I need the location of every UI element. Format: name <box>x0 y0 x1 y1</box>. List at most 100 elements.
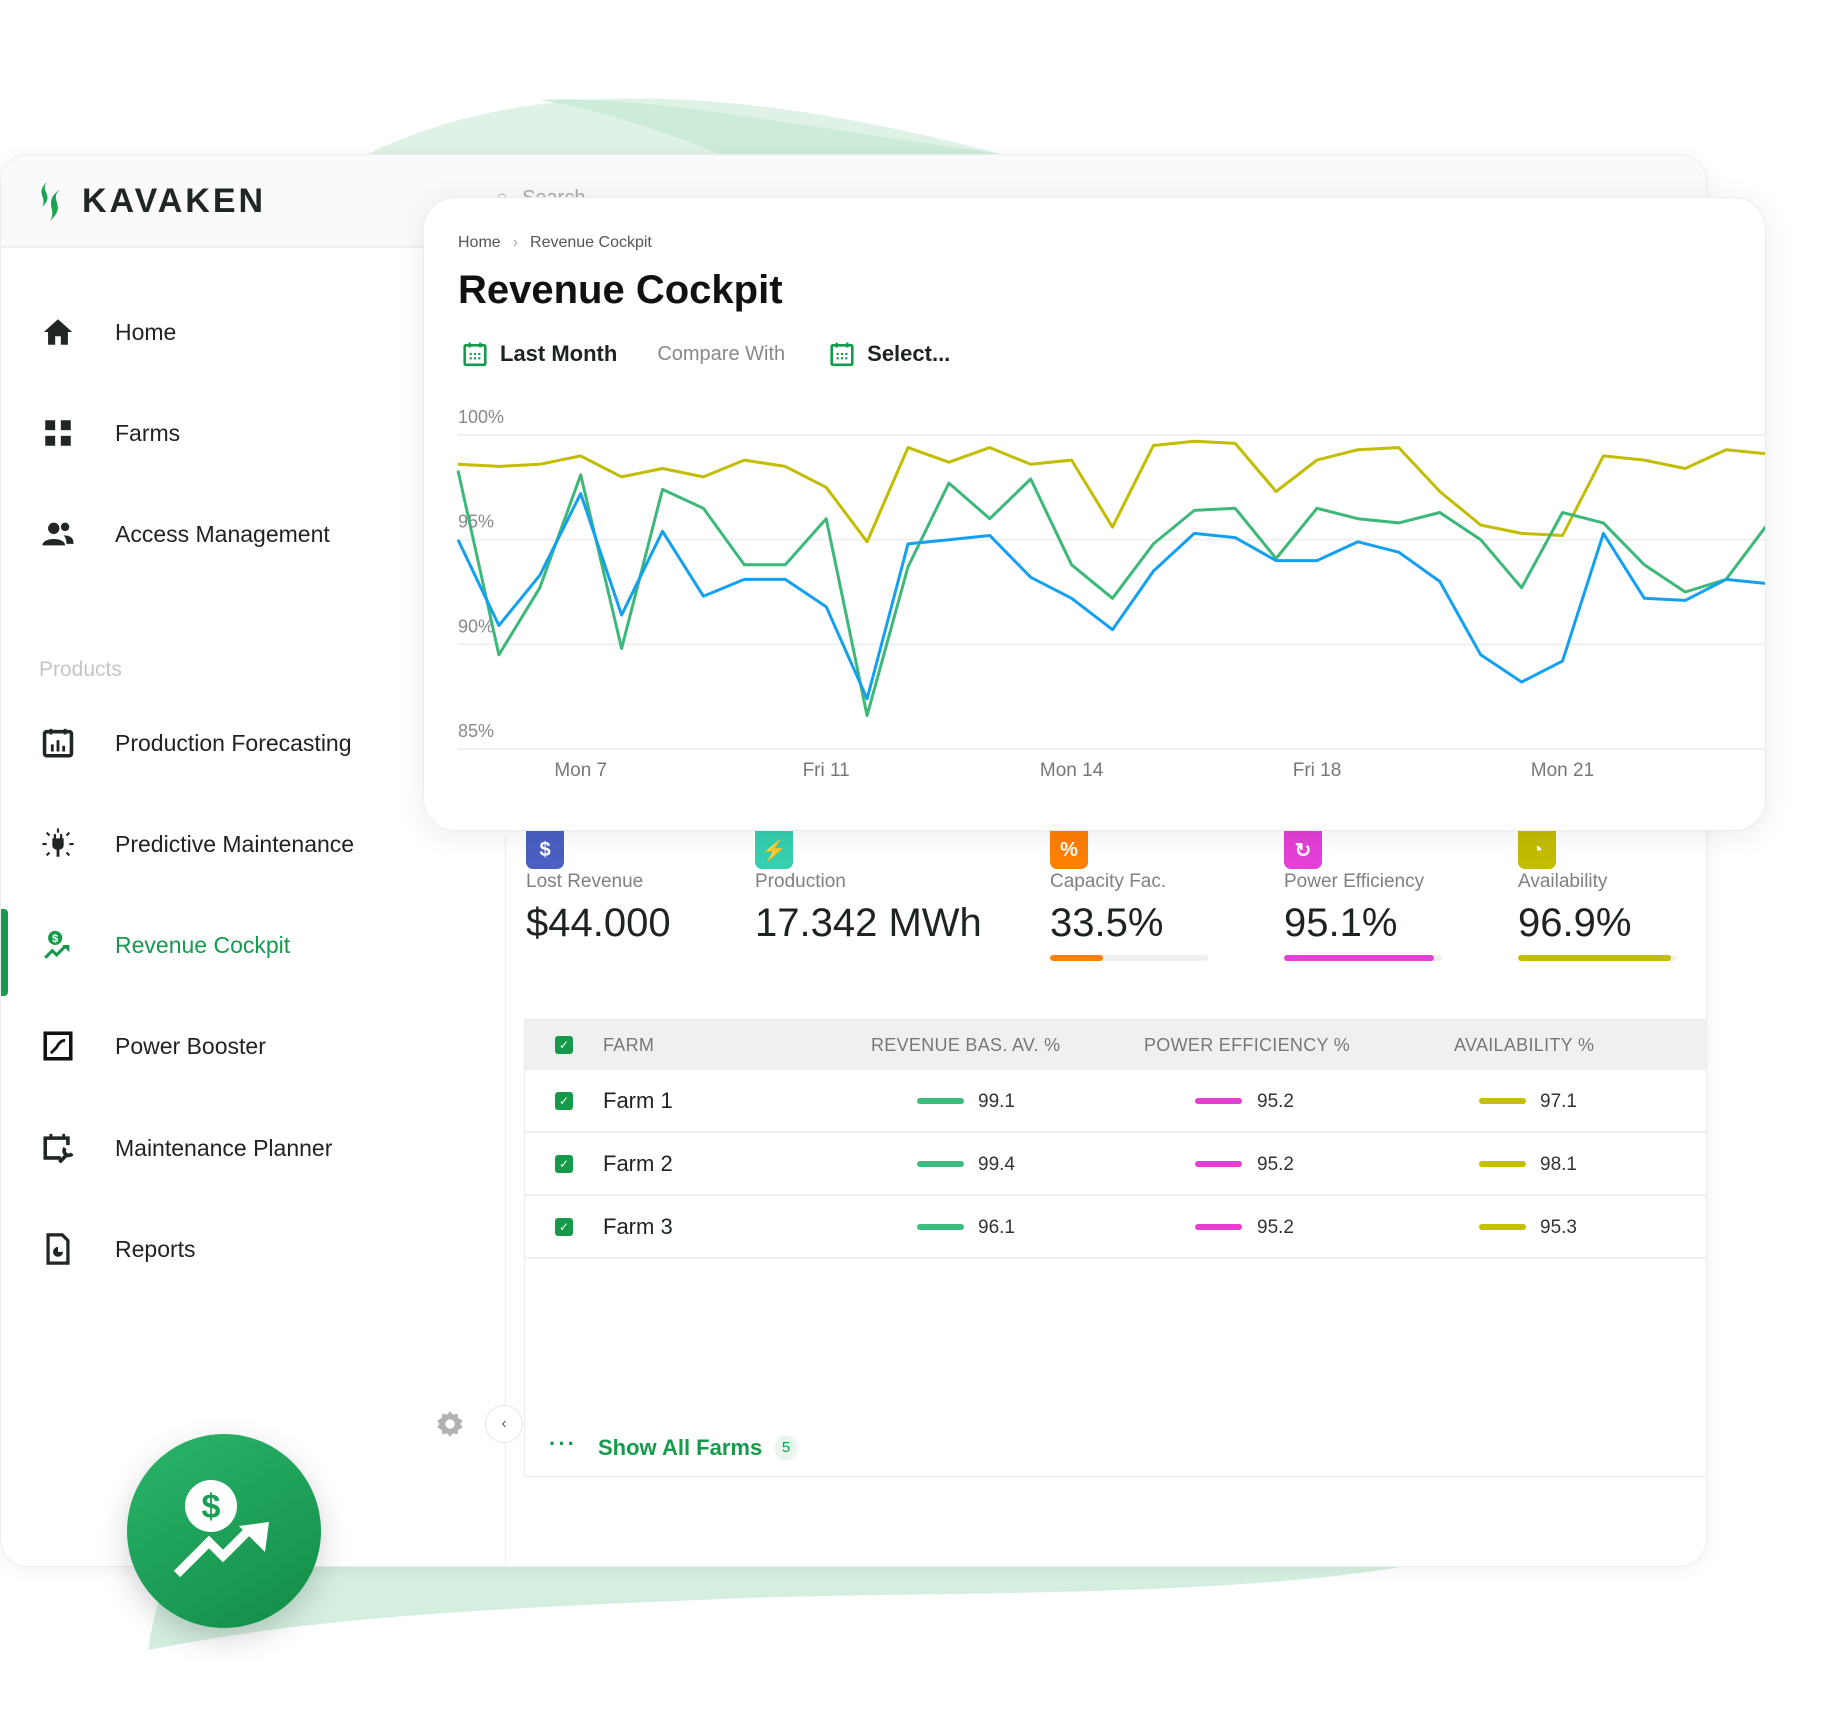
settings-gear-icon[interactable] <box>436 1410 464 1438</box>
y-tick-label: 85% <box>458 721 494 741</box>
kpi-label: Capacity Fac. <box>1050 871 1167 892</box>
dollar-icon: $ <box>526 831 564 869</box>
sidebar-item-access-management[interactable]: Access Management <box>1 504 501 564</box>
period-select[interactable]: Last Month <box>500 341 618 366</box>
sidebar-item-label: Predictive Maintenance <box>115 830 355 857</box>
row-checkbox[interactable]: ✓ <box>555 1092 573 1110</box>
select-all-checkbox[interactable]: ✓ <box>555 1036 573 1054</box>
x-tick-label: Mon 7 <box>554 760 607 781</box>
kpi-label: Availability <box>1518 871 1608 892</box>
percent-icon: % <box>1050 831 1088 869</box>
users-icon <box>42 522 74 546</box>
kpi-value: 96.9% <box>1518 901 1632 945</box>
sidebar-item-farms[interactable]: Farms <box>1 403 501 463</box>
series-line-2 <box>456 492 1765 701</box>
kpi-progress-fill <box>1284 955 1435 961</box>
column-header-availability[interactable]: AVAILABILITY % <box>1454 1035 1595 1055</box>
availability-value: 97.1 <box>1540 1091 1577 1112</box>
row-checkbox[interactable]: ✓ <box>555 1155 573 1173</box>
breadcrumb: Home › Revenue Cockpit <box>458 234 652 252</box>
sidebar-item-predictive-maintenance[interactable]: Predictive Maintenance <box>1 814 501 874</box>
revenue-icon: $ <box>44 930 70 959</box>
availability-value: 98.1 <box>1540 1154 1577 1175</box>
power-efficiency-bar <box>1195 1161 1242 1167</box>
grid-icon <box>45 420 71 446</box>
kpi-progress-bar <box>1518 955 1676 961</box>
column-header-power-efficiency[interactable]: POWER EFFICIENCY % <box>1144 1035 1351 1055</box>
sidebar-item-label: Home <box>115 318 177 345</box>
show-all-farms-button[interactable]: ··· Show All Farms 5 <box>525 1421 1706 1476</box>
column-header-revenue[interactable]: REVENUE BAS. AV. % <box>871 1035 1061 1055</box>
page-title: Revenue Cockpit <box>458 268 783 312</box>
calendar-icon <box>830 342 854 367</box>
revenue-growth-icon: $ <box>173 1480 269 1578</box>
date-filters: Last Month Compare With Select... <box>462 341 950 367</box>
active-indicator <box>1 909 8 996</box>
farms-table: ✓ FARM REVENUE BAS. AV. % POWER EFFICIEN… <box>524 1019 1706 1477</box>
table-header: ✓ FARM REVENUE BAS. AV. % POWER EFFICIEN… <box>525 1020 1706 1070</box>
home-icon <box>43 319 73 345</box>
calendar-icon <box>463 342 487 367</box>
sidebar-item-label: Production Forecasting <box>115 729 352 756</box>
sidebar-item-label: Revenue Cockpit <box>115 931 291 958</box>
compare-period-select[interactable]: Select... <box>867 341 951 366</box>
kpi-lost-revenue: $ Lost Revenue $44.000 <box>526 831 671 945</box>
series-line-1 <box>456 470 1765 717</box>
revenue-bar <box>917 1224 964 1230</box>
lightning-icon: ⚡ <box>755 831 793 869</box>
kpi-label: Production <box>755 871 846 892</box>
kpi-value: 33.5% <box>1050 901 1164 945</box>
kpi-value: $44.000 <box>526 901 671 945</box>
sidebar-item-home[interactable]: Home <box>1 302 501 362</box>
kpi-production: ⚡ Production 17.342 MWh <box>755 831 982 945</box>
farm-name[interactable]: Farm 2 <box>603 1151 673 1176</box>
availability-bar <box>1479 1098 1526 1104</box>
sidebar-item-label: Access Management <box>115 520 330 547</box>
sidebar-item-label: Power Booster <box>115 1032 266 1059</box>
logo: KAVAKEN <box>34 179 266 223</box>
x-tick-label: Mon 14 <box>1040 760 1104 781</box>
more-dots-icon: ··· <box>549 1431 577 1456</box>
refresh-icon: ↻ <box>1284 831 1322 869</box>
power-efficiency-bar <box>1195 1098 1242 1104</box>
breadcrumb-home[interactable]: Home <box>458 234 501 251</box>
sidebar-divider <box>505 835 506 1565</box>
breadcrumb-current: Revenue Cockpit <box>530 234 652 251</box>
kpi-capacity-fac: % Capacity Fac. 33.5% <box>1050 831 1208 961</box>
calendar-chart-icon <box>42 728 74 758</box>
y-tick-label: 90% <box>458 616 494 636</box>
sidebar-item-production-forecasting[interactable]: Production Forecasting <box>1 713 501 773</box>
column-header-farm[interactable]: FARM <box>603 1035 655 1055</box>
table-row[interactable]: ✓ Farm 2 99.4 95.2 98.1 <box>525 1133 1706 1196</box>
farm-count-badge: 5 <box>775 1435 797 1461</box>
power-efficiency-value: 95.2 <box>1257 1091 1294 1112</box>
kpi-progress-fill <box>1518 955 1672 961</box>
sidebar-item-revenue-cockpit[interactable]: $ Revenue Cockpit <box>1 915 501 975</box>
power-efficiency-bar <box>1195 1224 1242 1230</box>
sidebar-item-power-booster[interactable]: Power Booster <box>1 1016 501 1076</box>
kpi-progress-bar <box>1050 955 1208 961</box>
revenue-value: 96.1 <box>978 1217 1015 1238</box>
svg-text:$: $ <box>52 933 59 945</box>
kpi-progress-fill <box>1050 955 1103 961</box>
compare-with-label: Compare With <box>657 342 786 365</box>
table-row[interactable]: ✓ Farm 3 96.1 95.2 95.3 <box>525 1196 1706 1259</box>
kpi-power-efficiency: ↻ Power Efficiency 95.1% <box>1284 831 1442 961</box>
row-checkbox[interactable]: ✓ <box>555 1218 573 1236</box>
kpi-label: Lost Revenue <box>526 871 644 892</box>
calendar-wrench-icon <box>43 1133 74 1164</box>
y-tick-label: 100% <box>458 407 504 427</box>
sidebar-item-maintenance-planner[interactable]: Maintenance Planner <box>1 1118 501 1178</box>
farm-name[interactable]: Farm 3 <box>603 1214 673 1239</box>
table-row[interactable]: ✓ Farm 1 99.1 95.2 97.1 <box>525 1070 1706 1133</box>
sidebar-item-reports[interactable]: Reports <box>1 1219 501 1279</box>
brand-name: KAVAKEN <box>82 181 267 220</box>
collapse-sidebar-button[interactable]: ‹ <box>485 1405 523 1443</box>
revenue-bar <box>917 1098 964 1104</box>
revenue-value: 99.4 <box>978 1154 1015 1175</box>
revenue-chart-card: Home › Revenue Cockpit Revenue Cockpit L… <box>423 197 1766 831</box>
plug-alert-icon <box>42 828 74 857</box>
farm-name[interactable]: Farm 1 <box>603 1088 673 1113</box>
revenue-cockpit-badge: $ <box>127 1434 321 1628</box>
